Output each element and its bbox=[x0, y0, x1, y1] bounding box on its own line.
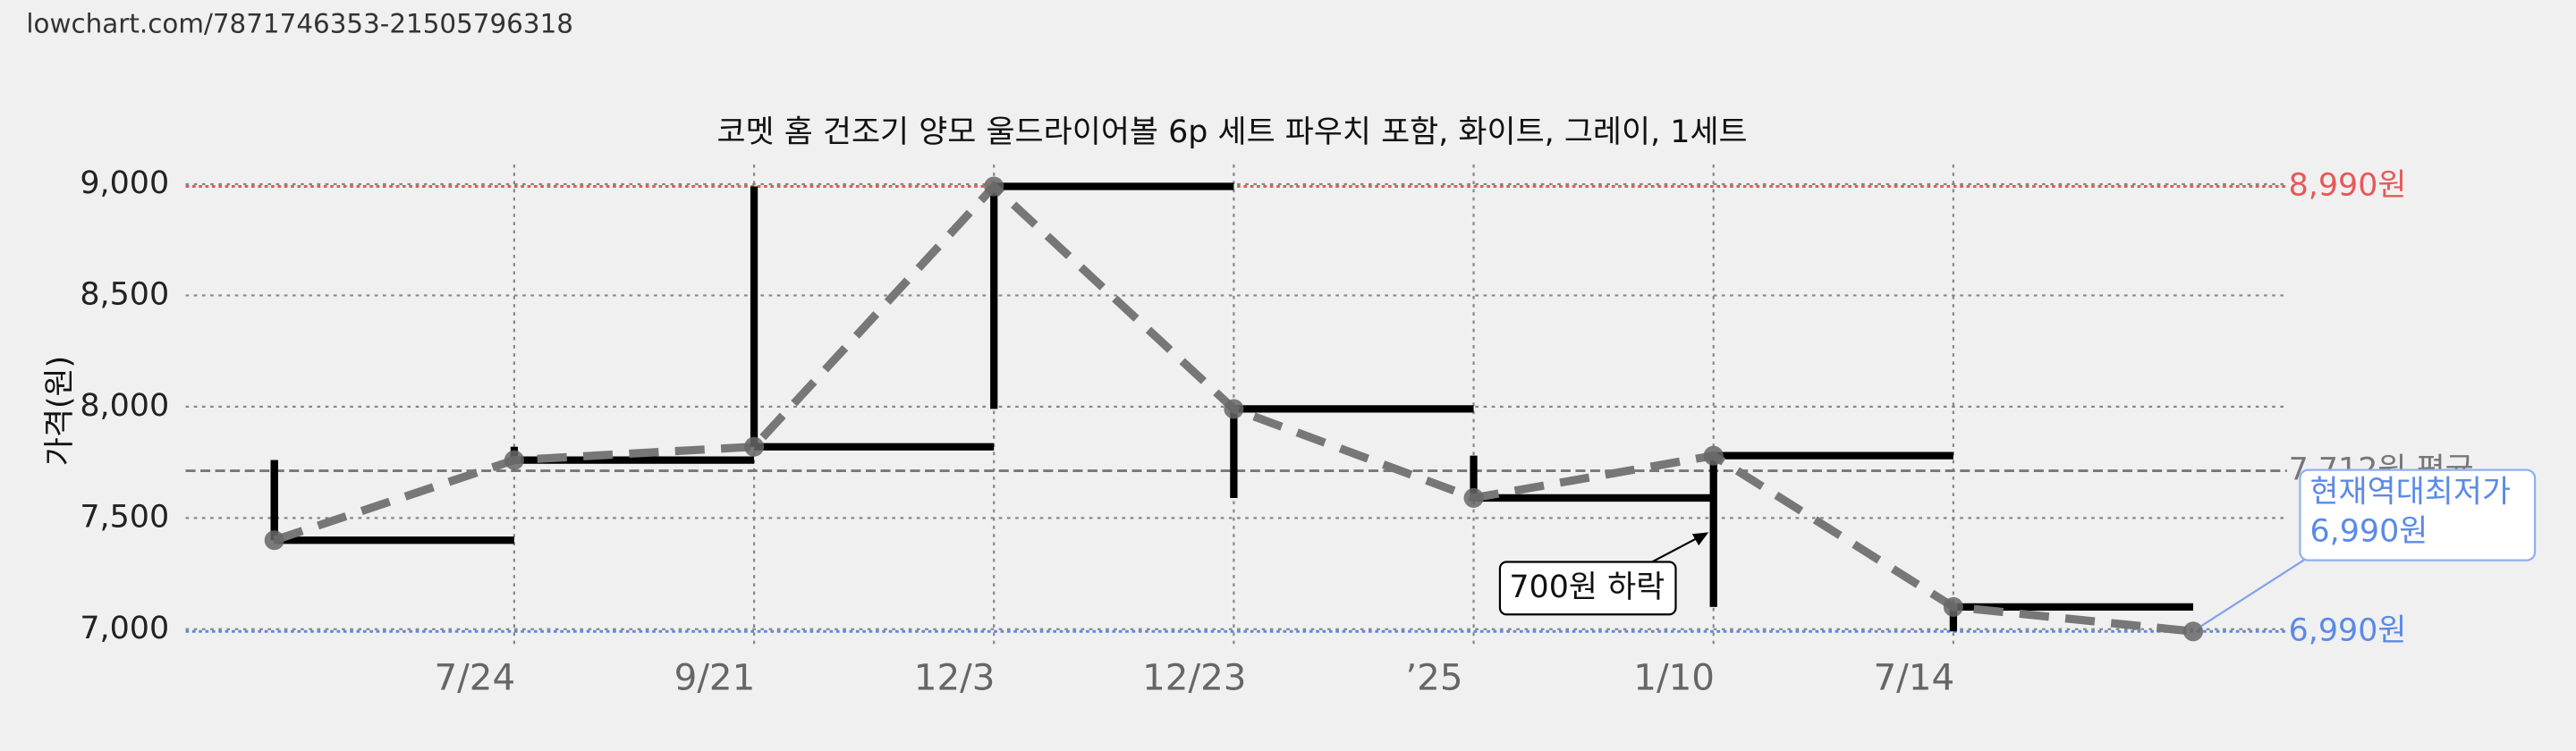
x-tick-label: 7/24 bbox=[434, 656, 515, 699]
y-tick-label: 9,000 bbox=[80, 165, 169, 201]
point bbox=[1943, 596, 1963, 617]
y-tick-label: 8,000 bbox=[80, 388, 169, 424]
annotation-text: 6,990원 bbox=[2309, 513, 2428, 549]
url: lowchart.com/7871746353-21505796318 bbox=[26, 8, 573, 38]
point bbox=[1463, 487, 1484, 508]
y-axis-label: 가격(원) bbox=[42, 356, 78, 466]
x-tick-label: 12/3 bbox=[914, 656, 996, 699]
x-tick-label: 9/21 bbox=[674, 656, 756, 699]
point bbox=[1703, 445, 1724, 466]
x-tick-label: 7/14 bbox=[1873, 656, 1954, 699]
arrow-head bbox=[1691, 532, 1709, 546]
point bbox=[1224, 399, 1244, 419]
y-tick-label: 7,000 bbox=[80, 611, 169, 646]
x-tick-label: 12/23 bbox=[1142, 656, 1246, 699]
annotation-box bbox=[2299, 468, 2537, 561]
point bbox=[984, 176, 1004, 197]
annotation-arrow bbox=[2200, 551, 2318, 628]
point bbox=[744, 436, 765, 457]
point bbox=[504, 450, 524, 470]
y-tick-label: 8,500 bbox=[80, 276, 169, 312]
annotation-box bbox=[1498, 561, 1677, 616]
point bbox=[264, 530, 284, 551]
x-tick-label: 1/10 bbox=[1633, 656, 1715, 699]
chart-title: 코멧 홈 건조기 양모 울드라이어볼 6p 세트 파우치 포함, 화이트, 그레… bbox=[716, 114, 1747, 150]
annotation-text: 700원 하락 bbox=[1509, 570, 1665, 605]
annotation-text: 현재역대최저가 bbox=[2309, 474, 2511, 510]
reference-label: 8,990원 bbox=[2289, 168, 2407, 204]
x-tick-label: ’25 bbox=[1405, 656, 1462, 699]
reference-label: 6,990원 bbox=[2289, 612, 2407, 648]
point bbox=[2183, 621, 2204, 642]
y-tick-label: 7,500 bbox=[80, 499, 169, 535]
